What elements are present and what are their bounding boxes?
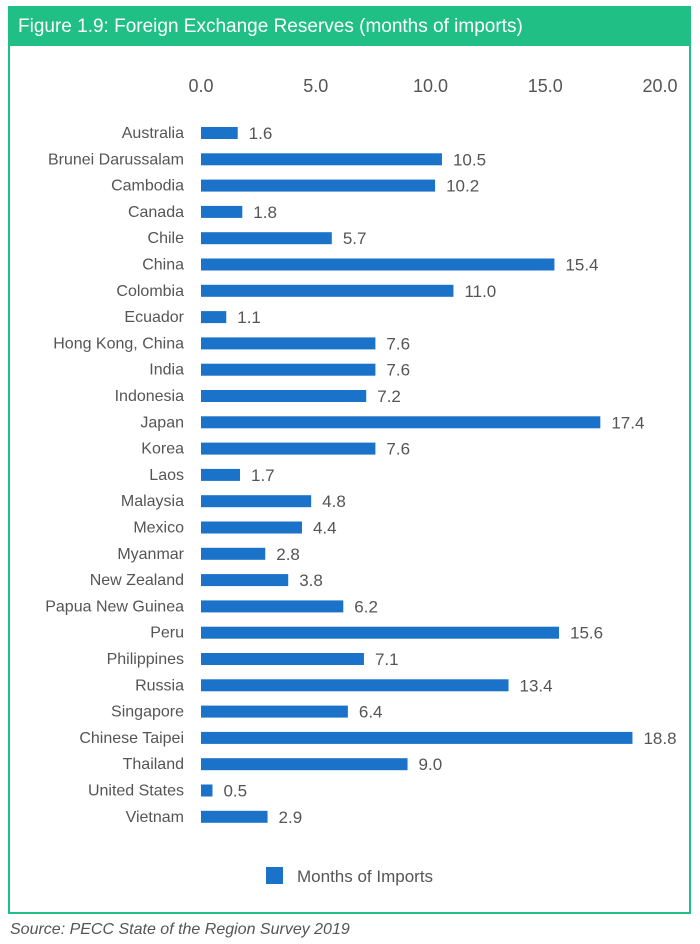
category-label: Myanmar [117,546,184,563]
bar [201,653,364,665]
data-label: 2.8 [276,545,300,564]
category-label: India [149,362,184,379]
data-label: 3.8 [299,571,323,590]
category-label: Thailand [123,756,184,773]
x-tick-label: 10.0 [413,76,448,96]
category-label: China [142,257,184,274]
bar [201,706,348,718]
category-label: Peru [150,625,184,642]
bar [201,627,559,639]
category-label: United States [88,783,184,800]
data-label: 0.5 [223,782,247,801]
category-label: Russia [135,677,184,694]
category-label: Australia [122,125,184,142]
category-label: Chinese Taipei [79,730,184,747]
x-tick-label: 20.0 [642,76,677,96]
data-label: 6.2 [354,597,378,616]
bar [201,495,311,507]
category-label: Ecuador [124,309,184,326]
data-label: 11.0 [464,282,496,301]
bar-chart: 0.0 5.0 10.0 15.0 20.0 Australia 1.6 Brunei Da… [0,0,700,920]
bar [201,548,265,560]
data-label: 6.4 [359,703,383,722]
bar [201,232,332,244]
bar [201,153,442,165]
data-label: 9.0 [419,755,443,774]
data-label: 18.8 [643,729,676,748]
data-label: 4.4 [313,519,337,538]
bar [201,443,375,455]
category-label: Colombia [116,283,184,300]
category-label: Malaysia [121,493,184,510]
category-label: Vietnam [126,809,184,826]
legend: Months of Imports [266,867,433,886]
data-label: 4.8 [322,492,346,511]
bar [201,758,408,770]
bar [201,259,554,271]
bar [201,469,240,481]
bar [201,416,600,428]
x-tick-label: 15.0 [528,76,563,96]
data-label: 17.4 [611,413,644,432]
category-label: Korea [141,441,184,458]
category-label: Laos [149,467,184,484]
category-label: Cambodia [111,178,184,195]
data-label: 7.6 [386,361,410,380]
x-tick-label: 0.0 [188,76,213,96]
bar [201,311,226,323]
category-label: New Zealand [90,572,184,589]
data-label: 1.8 [253,203,277,222]
data-label: 2.9 [279,808,303,827]
bar [201,785,212,797]
bar [201,337,375,349]
data-label: 1.6 [249,124,273,143]
x-axis: 0.0 5.0 10.0 15.0 20.0 [188,76,677,96]
bar [201,522,302,534]
bar [201,390,366,402]
bar [201,679,509,691]
category-label: Mexico [133,520,184,537]
data-label: 10.5 [453,150,486,169]
category-label: Chile [148,230,185,247]
bar [201,600,343,612]
category-label: Indonesia [115,388,184,405]
data-label: 15.4 [565,256,598,275]
category-label: Philippines [107,651,184,668]
data-label: 15.6 [570,624,603,643]
x-tick-label: 5.0 [303,76,328,96]
category-label: Singapore [111,704,184,721]
data-label: 7.6 [386,334,410,353]
bar [201,127,238,139]
data-label: 10.2 [446,177,479,196]
bar [201,811,268,823]
data-label: 7.6 [386,440,410,459]
data-label: 1.7 [251,466,275,485]
source-note: Source: PECC State of the Region Survey … [10,921,350,939]
data-label: 7.2 [377,387,401,406]
data-label: 1.1 [237,308,261,327]
bar [201,285,453,297]
bar-series: Australia 1.6 Brunei Darussalam 10.5 Cambodi… [45,124,676,827]
bar [201,574,288,586]
legend-label: Months of Imports [297,867,433,886]
legend-swatch [266,867,283,884]
data-label: 7.1 [375,650,399,669]
bar [201,732,632,744]
data-label: 5.7 [343,229,367,248]
category-label: Hong Kong, China [53,335,184,352]
category-label: Canada [128,204,184,221]
category-label: Japan [140,414,184,431]
bar [201,206,242,218]
category-label: Papua New Guinea [45,598,184,615]
bar [201,180,435,192]
bar [201,364,375,376]
category-label: Brunei Darussalam [48,151,184,168]
data-label: 13.4 [520,676,553,695]
